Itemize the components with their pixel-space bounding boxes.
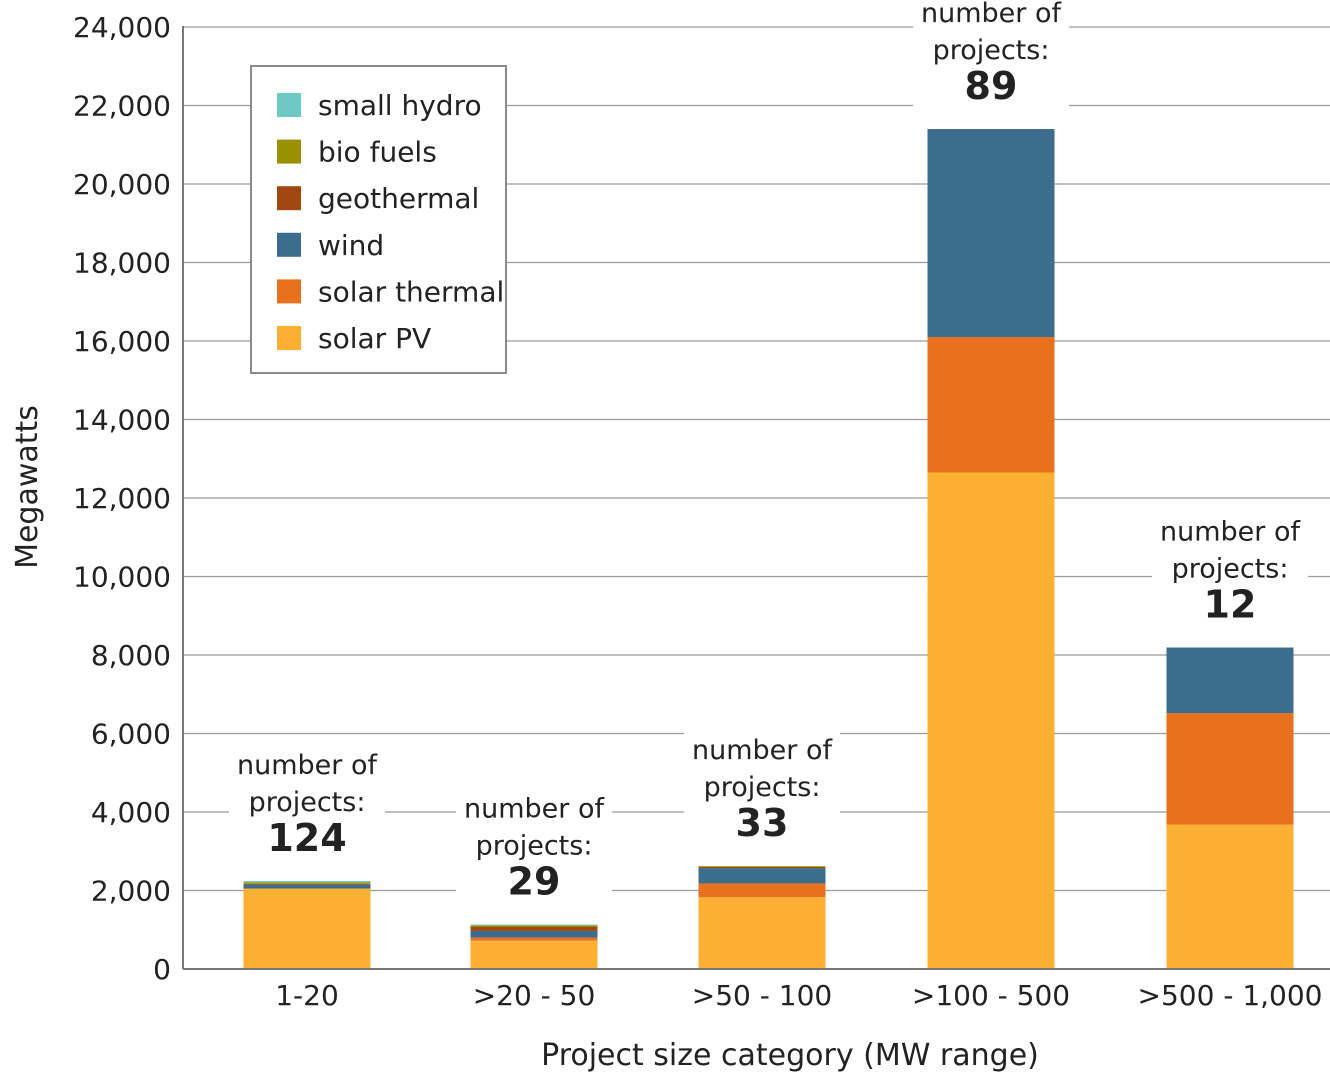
- project-count: 124: [267, 816, 346, 860]
- project-count: 12: [1204, 583, 1257, 627]
- legend-swatch: [277, 232, 301, 257]
- annotation-line2: projects:: [933, 35, 1050, 66]
- legend-label: bio fuels: [318, 136, 437, 169]
- project-count: 89: [965, 64, 1018, 108]
- bar-segment: [243, 881, 371, 883]
- annotation-background: [913, 0, 1069, 108]
- x-tick-labels: 1-20 >20 - 50 >50 - 100 >100 - 500 >500 - 1,…: [275, 979, 1322, 1012]
- bar-segment: [243, 888, 371, 969]
- legend-swatch: [277, 326, 301, 350]
- legend-label: solar PV: [318, 322, 431, 355]
- legend-box: [250, 65, 507, 374]
- project-count: 33: [736, 801, 789, 845]
- bar-segment: [470, 940, 598, 969]
- annotation-line1: number of: [921, 0, 1062, 29]
- bar-segment: [698, 866, 826, 867]
- legend-swatch: [277, 279, 301, 304]
- bar-segment: [243, 882, 371, 884]
- y-tick-label: 0: [153, 953, 171, 986]
- x-tick-label: >100 - 500: [912, 979, 1070, 1012]
- legend-label: wind: [318, 229, 384, 262]
- bar-segment: [470, 924, 598, 926]
- bar-segment: [243, 884, 371, 889]
- annotation-background: [1152, 510, 1308, 626]
- project-count: 29: [508, 860, 561, 904]
- bar-segment: [243, 883, 371, 885]
- y-tick-label: 10,000: [73, 561, 171, 594]
- legend-swatch: [277, 186, 301, 211]
- bar-segment: [927, 337, 1055, 473]
- annotation-line2: projects:: [476, 831, 593, 862]
- x-tick-label: >50 - 100: [692, 979, 832, 1012]
- bar-segment: [470, 930, 598, 938]
- y-tick-label: 6,000: [91, 718, 171, 751]
- bar-segment: [470, 927, 598, 931]
- x-tick-label: >20 - 50: [473, 979, 596, 1012]
- y-tick-labels: 0 2,000 4,000 6,000 8,000 10,000 12,000 14,000 1…: [73, 11, 171, 986]
- y-tick-label: 14,000: [73, 404, 171, 437]
- legend-swatch: [277, 139, 301, 164]
- x-tick-label: >500 - 1,000: [1138, 979, 1323, 1012]
- bar-segment: [927, 129, 1055, 338]
- y-tick-label: 20,000: [73, 168, 171, 201]
- bar-segment: [698, 866, 826, 869]
- bar-segment: [698, 883, 826, 898]
- y-tick-label: 24,000: [73, 11, 171, 44]
- annotation-line2: projects:: [704, 772, 821, 803]
- annotation-line1: number of: [237, 750, 378, 781]
- annotation-line2: projects:: [1172, 554, 1289, 585]
- legend-label: small hydro: [318, 89, 482, 122]
- y-tick-label: 4,000: [91, 796, 171, 829]
- bar-segment: [698, 897, 826, 969]
- bars: [243, 129, 1294, 969]
- annotation-background: [684, 729, 840, 845]
- y-tick-label: 2,000: [91, 875, 171, 908]
- x-axis-title: Project size category (MW range): [541, 1038, 1039, 1073]
- x-tick-label: 1-20: [275, 979, 339, 1012]
- bar-segment: [1166, 647, 1294, 714]
- y-tick-label: 16,000: [73, 325, 171, 358]
- legend-label: solar thermal: [318, 275, 504, 308]
- annotation-line1: number of: [464, 794, 605, 825]
- annotation-line1: number of: [692, 735, 833, 766]
- bar-segment: [1166, 824, 1294, 969]
- annotation-line1: number of: [1160, 517, 1301, 548]
- annotation-line2: projects:: [249, 787, 366, 818]
- y-axis-title: Megawatts: [10, 405, 45, 569]
- bar-segment: [470, 937, 598, 941]
- y-tick-label: 12,000: [73, 482, 171, 515]
- bar-segment: [1166, 713, 1294, 825]
- annotation-background: [229, 744, 385, 860]
- y-tick-label: 22,000: [73, 90, 171, 123]
- annotation-background: [456, 787, 612, 903]
- y-tick-label: 8,000: [91, 639, 171, 672]
- bar-segment: [470, 925, 598, 928]
- legend: small hydro bio fuels geothermal wind solar …: [250, 65, 507, 374]
- bar-segment: [927, 472, 1055, 969]
- bar-segment: [698, 868, 826, 884]
- legend-label: geothermal: [318, 182, 479, 215]
- y-tick-label: 18,000: [73, 247, 171, 280]
- legend-swatch: [277, 93, 301, 117]
